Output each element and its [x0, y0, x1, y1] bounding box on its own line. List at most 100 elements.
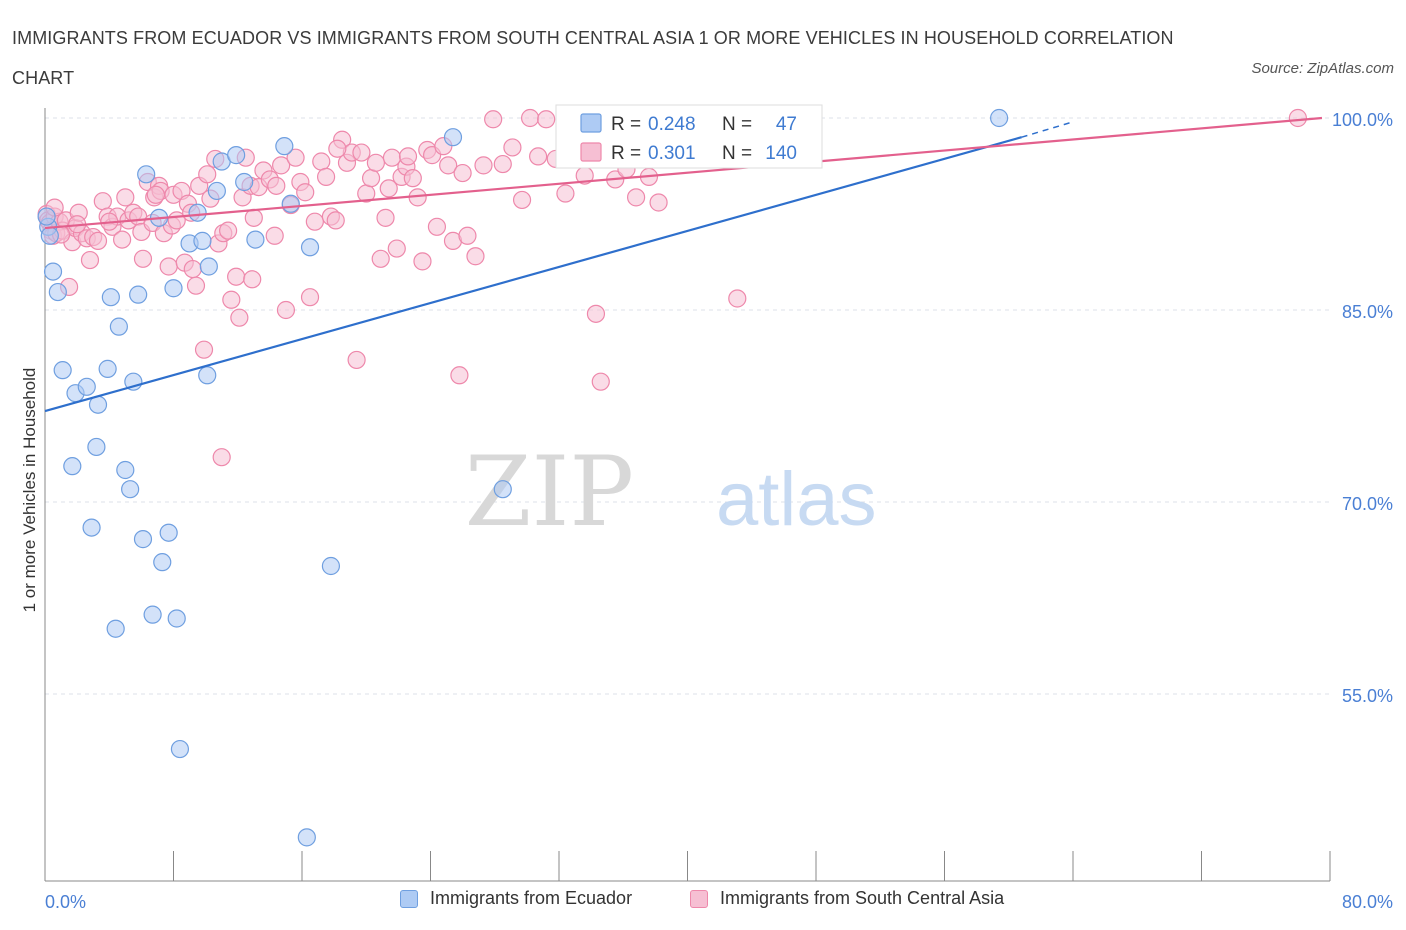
data-point-south-central-asia: [347, 350, 366, 370]
data-point-south-central-asia: [503, 138, 522, 157]
data-point-ecuador: [153, 553, 172, 572]
data-point-ecuador: [37, 207, 56, 226]
data-point-south-central-asia: [366, 153, 385, 172]
data-point-south-central-asia: [1288, 108, 1307, 128]
data-point-ecuador: [137, 165, 156, 184]
data-point-south-central-asia: [379, 179, 398, 198]
trend-line-ecuador: [44, 136, 1022, 413]
data-point-south-central-asia: [116, 188, 135, 207]
data-point-south-central-asia: [484, 110, 503, 129]
y-tick-label: 85.0%: [1342, 302, 1393, 322]
data-point-south-central-asia: [88, 231, 108, 250]
legend-item-ecuador[interactable]: Immigrants from Ecuador: [400, 888, 632, 909]
data-point-ecuador: [116, 460, 135, 480]
data-point-south-central-asia: [352, 143, 371, 162]
data-point-south-central-asia: [626, 188, 646, 207]
stats-n-label-2: N =: [722, 143, 752, 164]
data-point-south-central-asia: [112, 230, 132, 249]
data-point-south-central-asia: [230, 308, 249, 327]
legend-label-ecuador: Immigrants from Ecuador: [430, 888, 633, 908]
data-point-south-central-asia: [453, 163, 472, 183]
watermark-zip: ZIP: [465, 436, 634, 548]
data-point-south-central-asia: [267, 176, 286, 195]
data-point-south-central-asia: [376, 208, 395, 227]
data-point-south-central-asia: [80, 250, 100, 270]
data-point-south-central-asia: [316, 167, 336, 186]
data-point-south-central-asia: [466, 247, 485, 266]
data-point-ecuador: [246, 230, 265, 249]
data-point-ecuador: [109, 317, 128, 336]
data-point-ecuador: [63, 457, 82, 476]
x-tick-label-end: 80.0%: [1342, 892, 1393, 912]
data-point-south-central-asia: [305, 212, 324, 231]
data-point-south-central-asia: [146, 185, 165, 204]
data-point-south-central-asia: [529, 147, 548, 166]
data-point-south-central-asia: [212, 448, 231, 467]
data-point-ecuador: [77, 377, 96, 396]
data-point-ecuador: [170, 739, 190, 759]
stats-legend: R = 0.248 N = 47 R = 0.301 N = 140: [555, 104, 823, 169]
data-point-south-central-asia: [387, 239, 406, 258]
stats-r-value-2: 0.301: [648, 143, 696, 164]
legend-item-south-central-asia[interactable]: Immigrants from South Central Asia: [690, 888, 1004, 909]
watermark: ZIP atlas: [465, 436, 877, 548]
data-point-south-central-asia: [286, 148, 305, 167]
data-point-ecuador: [106, 619, 125, 638]
data-point-south-central-asia: [427, 217, 447, 236]
data-point-ecuador: [300, 238, 320, 257]
data-point-south-central-asia: [272, 156, 291, 175]
data-point-south-central-asia: [186, 276, 206, 295]
data-point-ecuador: [40, 226, 59, 245]
data-point-ecuador: [87, 437, 106, 457]
data-point-south-central-asia: [474, 156, 493, 175]
data-point-ecuador: [207, 181, 226, 201]
data-point-south-central-asia: [328, 139, 347, 158]
stats-r-value-1: 0.248: [648, 114, 696, 135]
data-point-ecuador: [198, 366, 217, 385]
data-point-south-central-asia: [458, 226, 477, 245]
stats-n-value-1: 47: [776, 114, 797, 135]
data-point-south-central-asia: [159, 257, 178, 276]
data-point-ecuador: [121, 480, 140, 499]
data-point-south-central-asia: [512, 190, 532, 210]
data-point-ecuador: [101, 288, 120, 307]
series-ecuador: [37, 108, 1009, 847]
data-point-south-central-asia: [493, 154, 512, 174]
chart-source: Source: ZipAtlas.com: [1251, 60, 1394, 77]
data-point-ecuador: [167, 609, 186, 628]
bottom-legend: Immigrants from Ecuador Immigrants from …: [0, 888, 1406, 918]
watermark-atlas: atlas: [716, 457, 877, 542]
legend-swatch-ecuador: [400, 889, 418, 908]
data-point-south-central-asia: [265, 226, 284, 245]
data-point-ecuador: [164, 279, 183, 298]
data-point-south-central-asia: [403, 169, 422, 188]
data-point-ecuador: [193, 231, 212, 250]
data-point-ecuador: [443, 128, 463, 147]
stats-r-label-1: R =: [611, 114, 641, 135]
data-point-south-central-asia: [296, 183, 315, 202]
data-point-ecuador: [159, 523, 178, 542]
data-point-south-central-asia: [300, 288, 320, 307]
legend-label-south-central-asia: Immigrants from South Central Asia: [720, 888, 1005, 908]
data-point-south-central-asia: [728, 289, 747, 308]
data-point-south-central-asia: [244, 208, 263, 227]
data-point-south-central-asia: [591, 372, 610, 391]
data-point-ecuador: [227, 146, 246, 165]
data-point-ecuador: [133, 530, 153, 549]
data-point-south-central-asia: [556, 184, 575, 203]
stats-r-label-2: R =: [611, 143, 641, 164]
data-point-ecuador: [82, 518, 101, 537]
data-point-ecuador: [129, 285, 148, 304]
y-tick-label: 55.0%: [1342, 686, 1393, 706]
stats-legend-swatch-blue: [580, 113, 602, 133]
data-point-south-central-asia: [312, 152, 331, 171]
data-point-ecuador: [98, 359, 117, 378]
trend-lines: [44, 116, 1323, 413]
data-point-ecuador: [48, 282, 67, 302]
y-tick-label: 100.0%: [1332, 110, 1393, 130]
data-point-ecuador: [321, 556, 341, 576]
data-point-south-central-asia: [450, 366, 469, 385]
legend-swatch-south-central-asia: [690, 889, 708, 908]
data-point-south-central-asia: [133, 249, 153, 268]
